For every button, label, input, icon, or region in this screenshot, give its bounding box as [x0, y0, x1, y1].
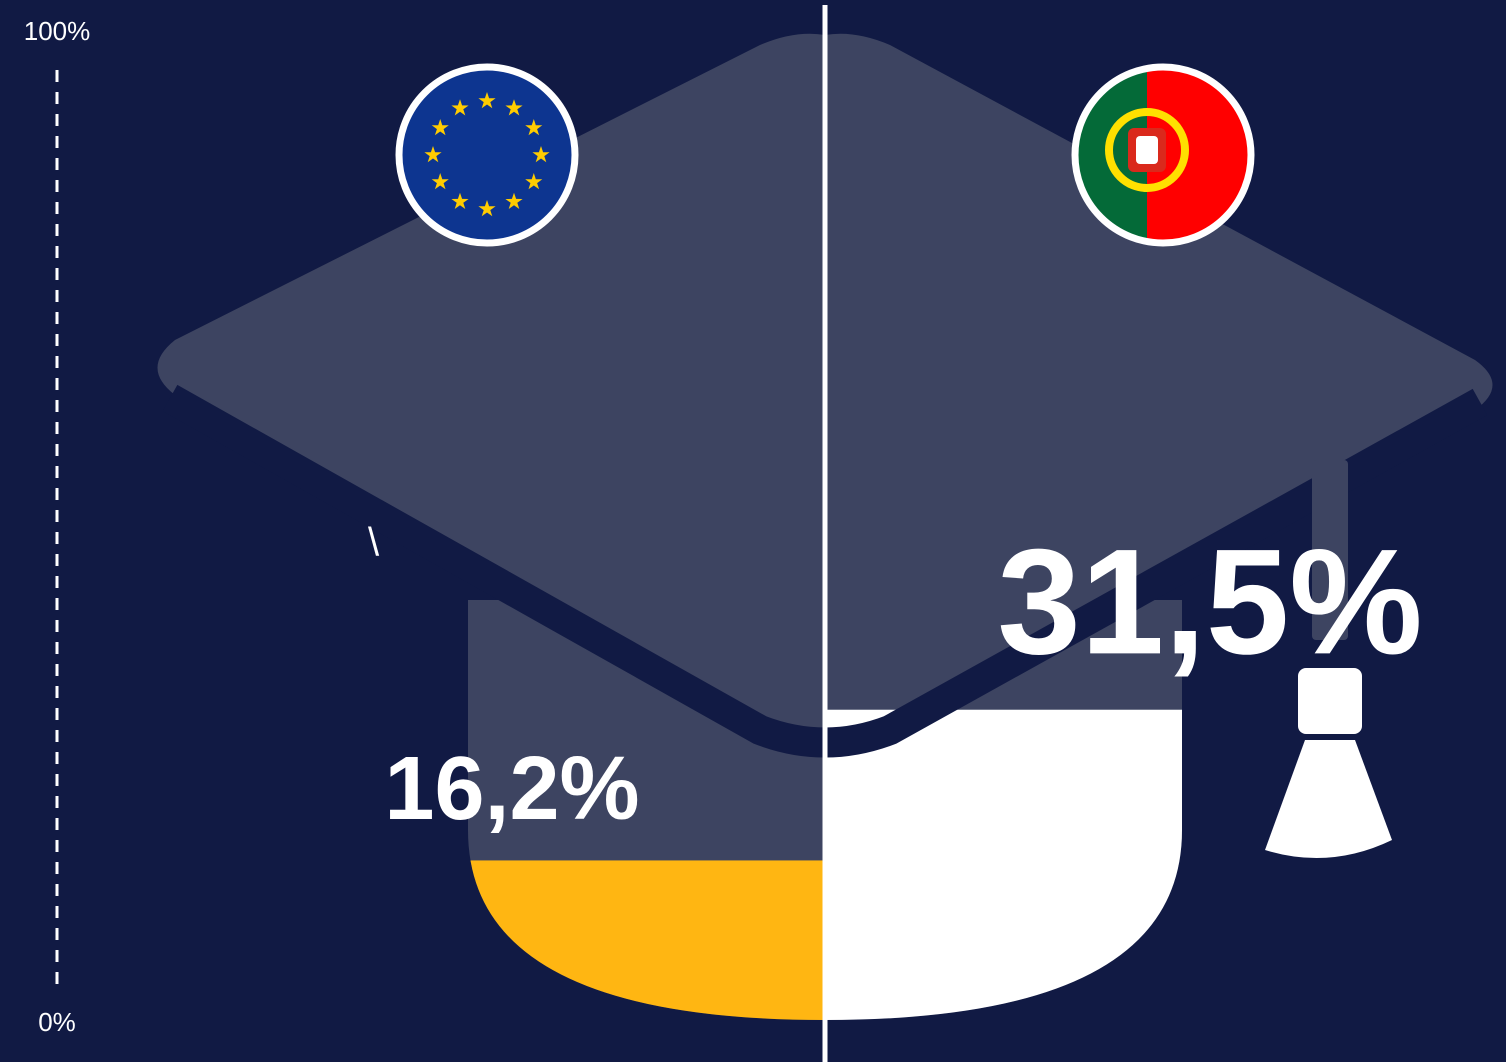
star: [505, 99, 523, 116]
star: [505, 192, 523, 209]
star: [525, 119, 543, 136]
star: [451, 192, 469, 209]
value-label: 16,2%: [384, 739, 639, 839]
star: [478, 200, 496, 217]
star: [525, 173, 543, 190]
pt-flag: [1071, 63, 1255, 247]
tassel: [1265, 740, 1392, 858]
y-tick-label: 100%: [24, 16, 91, 46]
star: [478, 92, 496, 109]
star: [451, 99, 469, 116]
tassel-knot: [1298, 668, 1362, 734]
star: [532, 146, 550, 163]
star: [431, 173, 449, 190]
star: [431, 119, 449, 136]
value-label: 31,5%: [997, 517, 1422, 685]
tassel-cord: [1312, 460, 1348, 640]
y-tick-label: 0%: [38, 1007, 76, 1037]
eu-flag: [395, 63, 579, 247]
star: [424, 146, 442, 163]
annotation: \: [368, 521, 380, 565]
